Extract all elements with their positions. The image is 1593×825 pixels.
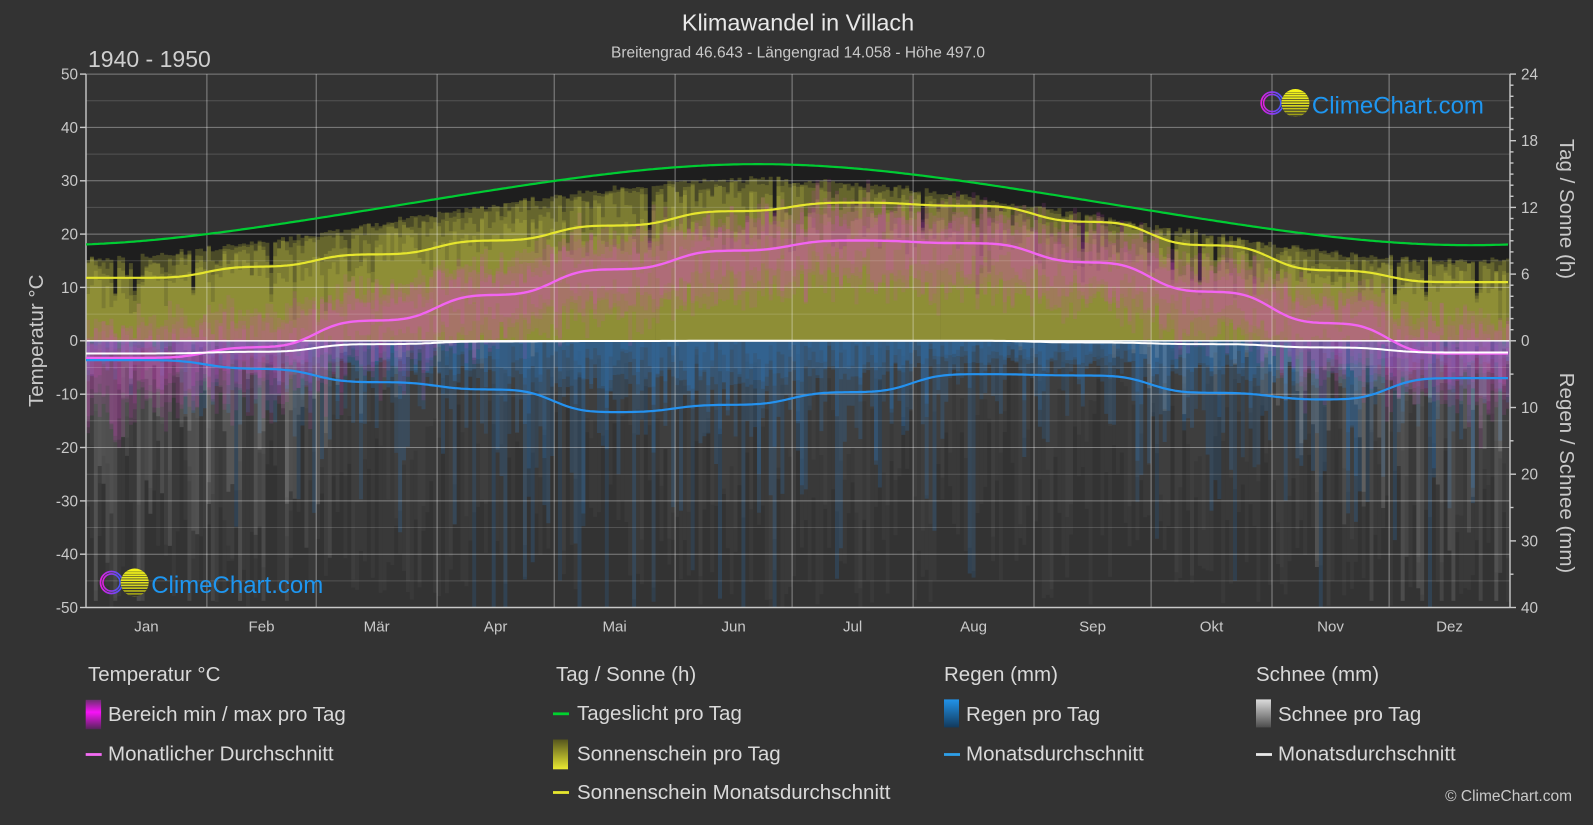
svg-text:-40: -40 [56, 547, 78, 564]
svg-text:Tageslicht pro Tag: Tageslicht pro Tag [577, 702, 742, 725]
svg-text:Tag / Sonne (h): Tag / Sonne (h) [556, 663, 696, 686]
svg-text:Bereich min / max pro Tag: Bereich min / max pro Tag [108, 703, 346, 726]
svg-text:Jan: Jan [134, 619, 158, 636]
svg-text:Okt: Okt [1200, 619, 1224, 636]
svg-text:Regen (mm): Regen (mm) [944, 663, 1058, 686]
svg-text:-10: -10 [56, 387, 78, 404]
svg-text:0: 0 [69, 333, 78, 350]
svg-text:Sonnenschein Monatsdurchschnit: Sonnenschein Monatsdurchschnitt [577, 781, 891, 804]
svg-text:40: 40 [61, 120, 78, 137]
svg-text:Apr: Apr [484, 619, 508, 636]
svg-text:Feb: Feb [249, 619, 275, 636]
svg-text:ClimeChart.com: ClimeChart.com [1312, 92, 1484, 119]
svg-text:-20: -20 [56, 440, 78, 457]
svg-text:Tag / Sonne (h): Tag / Sonne (h) [1555, 139, 1578, 279]
svg-text:Temperatur °C: Temperatur °C [25, 274, 48, 407]
svg-text:30: 30 [1521, 533, 1538, 550]
svg-text:Jun: Jun [721, 619, 745, 636]
svg-text:30: 30 [61, 173, 78, 190]
svg-text:Jul: Jul [843, 619, 862, 636]
svg-text:Breitengrad 46.643 - Längengra: Breitengrad 46.643 - Längengrad 14.058 -… [611, 45, 985, 62]
svg-text:Mai: Mai [602, 619, 626, 636]
svg-text:20: 20 [1521, 467, 1538, 484]
svg-text:Klimawandel in Villach: Klimawandel in Villach [682, 10, 914, 36]
svg-text:ClimeChart.com: ClimeChart.com [151, 572, 323, 599]
svg-text:Aug: Aug [960, 619, 987, 636]
svg-text:20: 20 [61, 227, 78, 244]
svg-text:6: 6 [1521, 267, 1530, 284]
svg-text:50: 50 [61, 66, 78, 83]
svg-text:Sep: Sep [1079, 619, 1106, 636]
svg-text:Monatsdurchschnitt: Monatsdurchschnitt [966, 743, 1144, 766]
svg-text:© ClimeChart.com: © ClimeChart.com [1445, 788, 1572, 805]
svg-text:40: 40 [1521, 600, 1538, 617]
svg-text:Monatsdurchschnitt: Monatsdurchschnitt [1278, 743, 1456, 766]
svg-text:Mär: Mär [364, 619, 390, 636]
svg-text:24: 24 [1521, 66, 1539, 83]
svg-text:12: 12 [1521, 200, 1538, 217]
svg-text:0: 0 [1521, 333, 1530, 350]
svg-text:1940 - 1950: 1940 - 1950 [88, 46, 211, 72]
svg-text:Regen pro Tag: Regen pro Tag [966, 703, 1100, 726]
svg-text:Schnee pro Tag: Schnee pro Tag [1278, 703, 1421, 726]
svg-text:Dez: Dez [1436, 619, 1463, 636]
svg-text:Regen / Schnee (mm): Regen / Schnee (mm) [1555, 373, 1578, 574]
svg-text:Monatlicher Durchschnitt: Monatlicher Durchschnitt [108, 743, 334, 766]
svg-text:18: 18 [1521, 133, 1538, 150]
svg-text:10: 10 [1521, 400, 1538, 417]
svg-text:Sonnenschein pro Tag: Sonnenschein pro Tag [577, 743, 781, 766]
svg-text:-30: -30 [56, 493, 78, 510]
svg-text:10: 10 [61, 280, 78, 297]
svg-text:-50: -50 [56, 600, 78, 617]
svg-text:Nov: Nov [1317, 619, 1344, 636]
svg-text:Temperatur °C: Temperatur °C [88, 663, 221, 686]
svg-text:Schnee (mm): Schnee (mm) [1256, 663, 1379, 686]
